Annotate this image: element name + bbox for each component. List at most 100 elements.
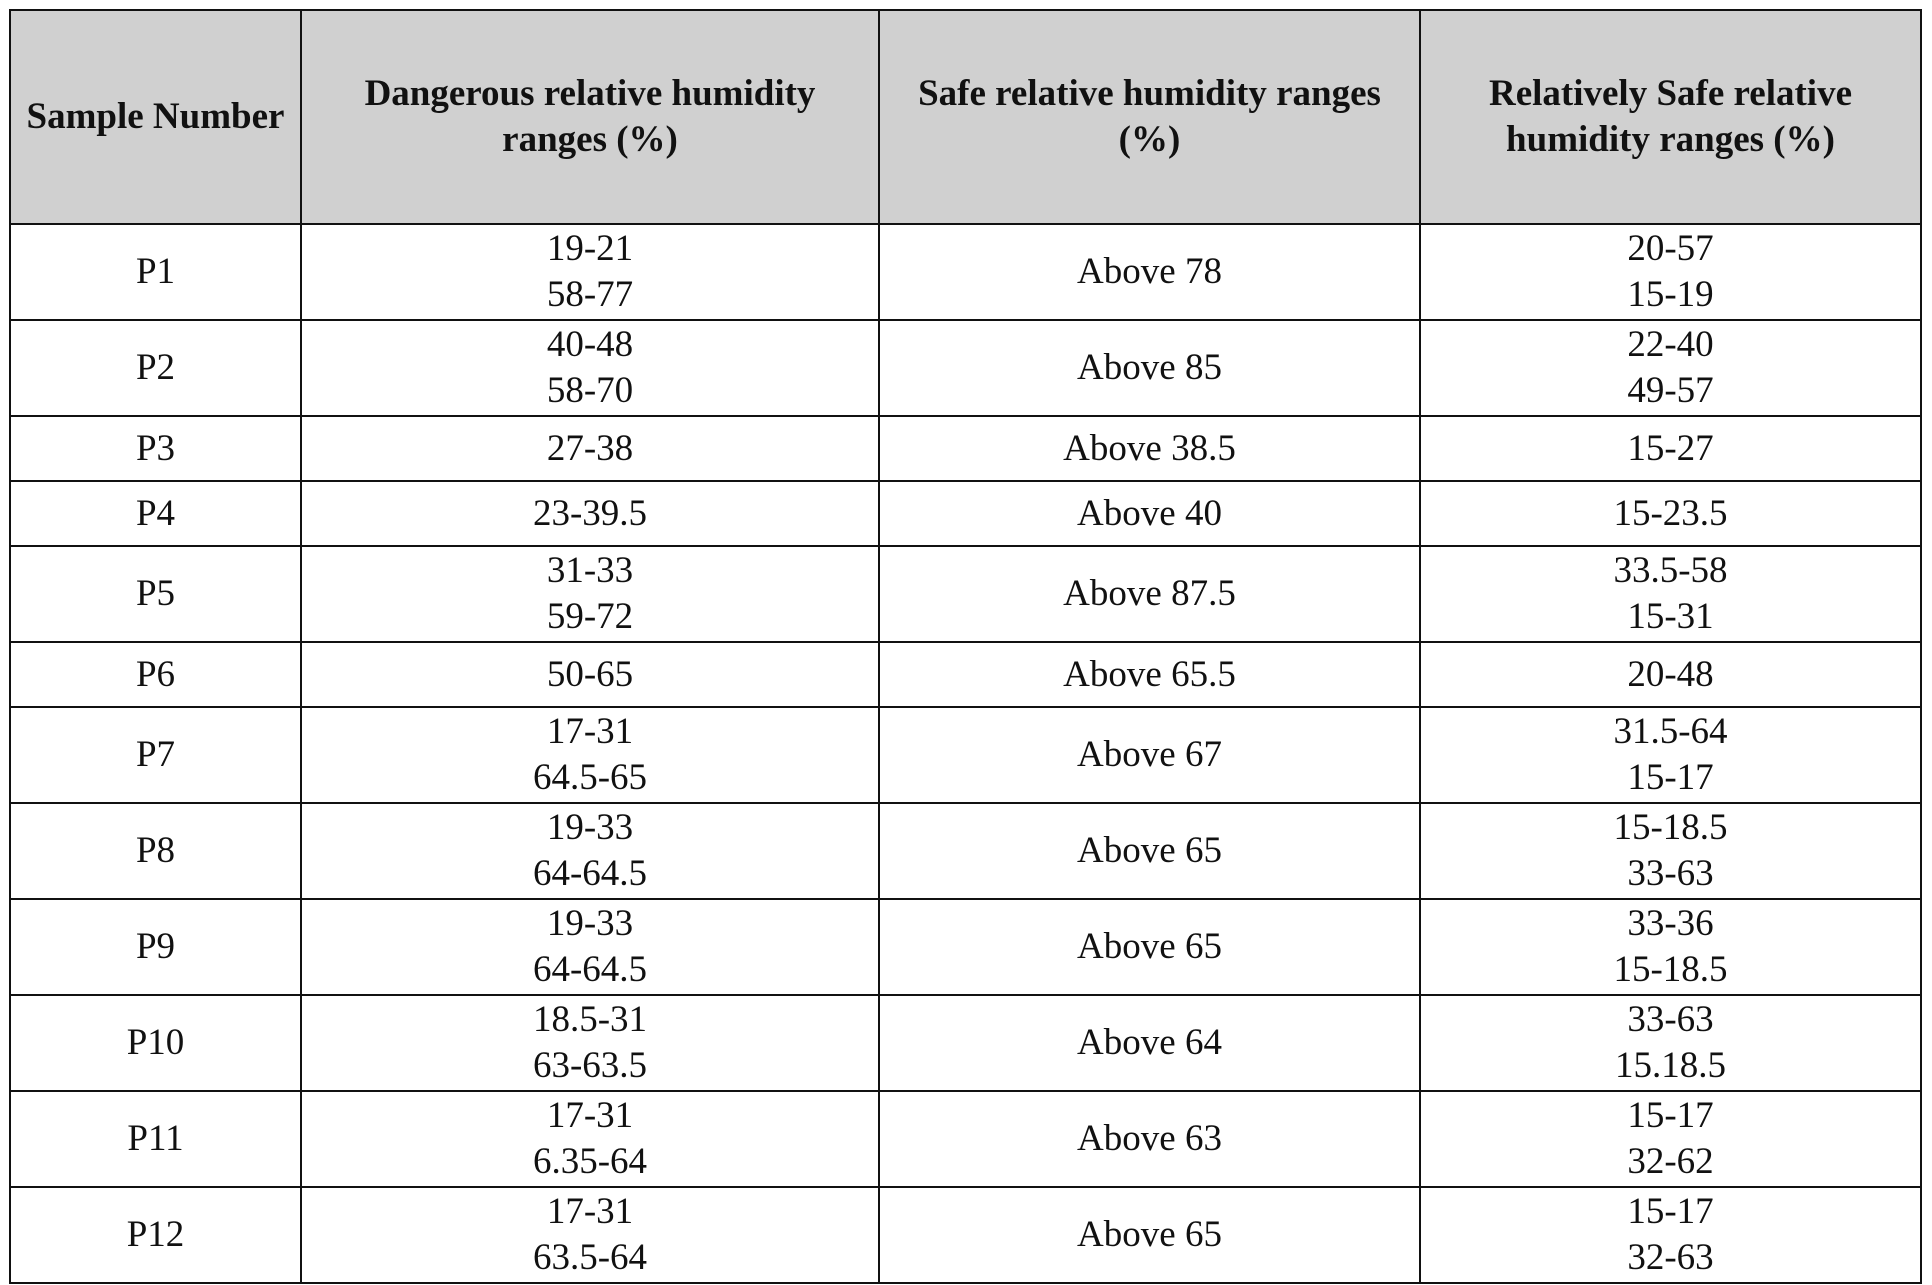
cell-line: 23-39.5 xyxy=(532,492,648,534)
table-cell: Above 67 xyxy=(878,706,1421,804)
table-cell: 19-33 64-64.5 xyxy=(300,802,880,900)
cell-line: 50-65 xyxy=(546,653,634,695)
table-cell: Above 40 xyxy=(878,480,1421,547)
cell-line: 20-57 xyxy=(1627,228,1714,269)
table-cell: Above 65 xyxy=(878,898,1421,996)
sample-cell: P4 xyxy=(9,480,302,547)
sample-cell: P2 xyxy=(9,319,302,417)
cell-line: 49-57 xyxy=(1627,370,1714,411)
sample-cell: P9 xyxy=(9,898,302,996)
cell-line: 58-77 xyxy=(546,274,634,315)
cell-line: 32-63 xyxy=(1627,1237,1714,1278)
table-cell: 23-39.5 xyxy=(300,480,880,547)
cell-line: 31-33 xyxy=(546,550,634,591)
sample-cell: P5 xyxy=(9,545,302,643)
table-row: P11 17-31 6.35-64 Above 63 15-17 32-62 xyxy=(9,1090,1922,1188)
cell-line: 15-19 xyxy=(1627,274,1714,315)
table-cell: 31-33 59-72 xyxy=(300,545,880,643)
table-row: P1 19-21 58-77 Above 78 20-57 15-19 xyxy=(9,223,1922,321)
table-cell: Above 78 xyxy=(878,223,1421,321)
cell-line: 17-31 xyxy=(546,711,634,752)
header-cell: Dangerous relative humidity ranges (%) xyxy=(300,9,880,225)
cell-line: 15.18.5 xyxy=(1615,1045,1726,1086)
cell-line: 33.5-58 xyxy=(1613,550,1728,591)
table-cell: Above 87.5 xyxy=(878,545,1421,643)
table-cell: 27-38 xyxy=(300,415,880,482)
table-cell: 31.5-64 15-17 xyxy=(1419,706,1922,804)
table-row: P5 31-33 59-72 Above 87.5 33.5-58 15-31 xyxy=(9,545,1922,643)
table-row: P3 27-38 Above 38.5 15-27 xyxy=(9,415,1922,482)
cell-line: 15-18.5 xyxy=(1613,807,1728,848)
table-cell: 19-33 64-64.5 xyxy=(300,898,880,996)
cell-line: 6.35-64 xyxy=(532,1141,648,1182)
cell-line: 27-38 xyxy=(546,427,634,469)
cell-line: 33-36 xyxy=(1627,903,1714,944)
cell-line: 15-23.5 xyxy=(1613,492,1728,534)
table-row: P2 40-48 58-70 Above 85 22-40 49-57 xyxy=(9,319,1922,417)
table-cell: Above 65 xyxy=(878,802,1421,900)
cell-line: 15-18.5 xyxy=(1613,949,1728,990)
cell-line: 15-17 xyxy=(1627,1191,1714,1232)
sample-cell: P1 xyxy=(9,223,302,321)
header-cell: Relatively Safe relative humidity ranges… xyxy=(1419,9,1922,225)
cell-line: 64.5-65 xyxy=(532,757,648,798)
table-cell: 40-48 58-70 xyxy=(300,319,880,417)
table-row: P12 17-31 63.5-64 Above 65 15-17 32-63 xyxy=(9,1186,1922,1284)
cell-line: 19-33 xyxy=(546,903,634,944)
cell-line: 63-63.5 xyxy=(532,1045,648,1086)
table-cell: 15-23.5 xyxy=(1419,480,1922,547)
table-row: P9 19-33 64-64.5 Above 65 33-36 15-18.5 xyxy=(9,898,1922,996)
table-cell: 17-31 6.35-64 xyxy=(300,1090,880,1188)
sample-cell: P11 xyxy=(9,1090,302,1188)
table-row: P8 19-33 64-64.5 Above 65 15-18.5 33-63 xyxy=(9,802,1922,900)
table-row: P4 23-39.5 Above 40 15-23.5 xyxy=(9,480,1922,547)
cell-line: 33-63 xyxy=(1627,853,1714,894)
header-cell: Sample Number xyxy=(9,9,302,225)
table-cell: Above 85 xyxy=(878,319,1421,417)
table-cell: 15-17 32-62 xyxy=(1419,1090,1922,1188)
cell-line: 22-40 xyxy=(1627,324,1714,365)
table-cell: 20-57 15-19 xyxy=(1419,223,1922,321)
sample-cell: P12 xyxy=(9,1186,302,1284)
table-cell: 17-31 64.5-65 xyxy=(300,706,880,804)
table-cell: 17-31 63.5-64 xyxy=(300,1186,880,1284)
table-row: P7 17-31 64.5-65 Above 67 31.5-64 15-17 xyxy=(9,706,1922,804)
table-cell: 15-27 xyxy=(1419,415,1922,482)
table-cell: Above 65 xyxy=(878,1186,1421,1284)
table-cell: 22-40 49-57 xyxy=(1419,319,1922,417)
cell-line: 59-72 xyxy=(546,596,634,637)
sample-cell: P6 xyxy=(9,641,302,708)
cell-line: 40-48 xyxy=(546,324,634,365)
table-cell: 18.5-31 63-63.5 xyxy=(300,994,880,1092)
table-cell: 15-18.5 33-63 xyxy=(1419,802,1922,900)
table-row: P6 50-65 Above 65.5 20-48 xyxy=(9,641,1922,708)
table-body: P1 19-21 58-77 Above 78 20-57 15-19 P2 40-48 58-… xyxy=(9,223,1922,1284)
table-row: P10 18.5-31 63-63.5 Above 64 33-63 15.18.5 xyxy=(9,994,1922,1092)
sample-cell: P8 xyxy=(9,802,302,900)
table-cell: 15-17 32-63 xyxy=(1419,1186,1922,1284)
cell-line: 15-17 xyxy=(1627,757,1714,798)
table-cell: 20-48 xyxy=(1419,641,1922,708)
cell-line: 63.5-64 xyxy=(532,1237,648,1278)
cell-line: 20-48 xyxy=(1627,653,1714,695)
header-row: Sample Number Dangerous relative humidity… xyxy=(9,9,1922,225)
cell-line: 58-70 xyxy=(546,370,634,411)
table-cell: 33-36 15-18.5 xyxy=(1419,898,1922,996)
table-cell: Above 38.5 xyxy=(878,415,1421,482)
sample-cell: P7 xyxy=(9,706,302,804)
cell-line: 64-64.5 xyxy=(532,853,648,894)
cell-line: 15-31 xyxy=(1627,596,1714,637)
humidity-table: Sample Number Dangerous relative humidity… xyxy=(9,9,1922,1284)
cell-line: 19-33 xyxy=(546,807,634,848)
table-cell: 33-63 15.18.5 xyxy=(1419,994,1922,1092)
table-header: Sample Number Dangerous relative humidity… xyxy=(9,9,1922,225)
cell-line: 18.5-31 xyxy=(532,999,648,1040)
table-cell: 33.5-58 15-31 xyxy=(1419,545,1922,643)
cell-line: 32-62 xyxy=(1627,1141,1714,1182)
table-cell: 50-65 xyxy=(300,641,880,708)
cell-line: 31.5-64 xyxy=(1613,711,1728,752)
sample-cell: P10 xyxy=(9,994,302,1092)
cell-line: 64-64.5 xyxy=(532,949,648,990)
cell-line: 17-31 xyxy=(546,1191,634,1232)
